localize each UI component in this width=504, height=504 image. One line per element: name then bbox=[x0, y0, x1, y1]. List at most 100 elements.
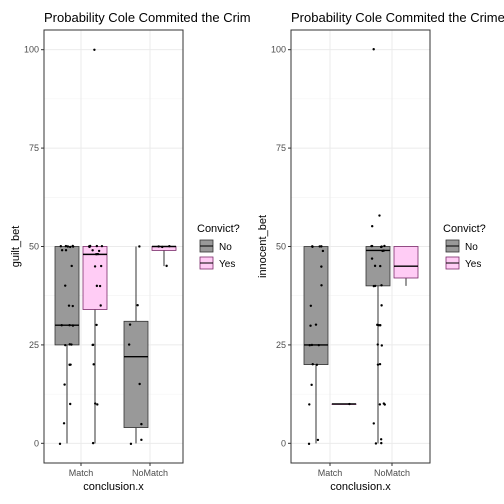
data-point bbox=[308, 403, 311, 406]
data-point bbox=[99, 304, 102, 307]
data-point bbox=[95, 252, 98, 256]
data-point bbox=[379, 245, 383, 249]
data-point bbox=[140, 438, 143, 442]
y-tick-label: 25 bbox=[276, 340, 286, 350]
box-nomatch-yes bbox=[393, 246, 419, 286]
x-axis-label: conclusion.x bbox=[330, 481, 391, 493]
data-point bbox=[379, 264, 382, 268]
data-point bbox=[380, 304, 383, 307]
data-point bbox=[66, 245, 70, 248]
data-point bbox=[370, 257, 374, 260]
data-point bbox=[64, 244, 68, 248]
data-point bbox=[320, 284, 323, 287]
data-point bbox=[370, 244, 374, 248]
box-match-yes bbox=[331, 403, 357, 405]
data-point bbox=[129, 442, 133, 446]
box-body bbox=[303, 246, 329, 365]
y-axis-label: innocent_bet bbox=[257, 215, 269, 278]
data-point bbox=[99, 264, 103, 268]
data-point bbox=[97, 249, 101, 253]
data-point bbox=[140, 422, 143, 426]
legend-title: Convict? bbox=[443, 223, 486, 235]
data-point bbox=[127, 343, 131, 346]
data-point bbox=[311, 245, 314, 248]
data-point bbox=[372, 422, 375, 425]
legend-label-no: No bbox=[465, 242, 478, 253]
data-point bbox=[168, 244, 171, 248]
box-nomatch-no bbox=[365, 246, 391, 444]
x-tick-label: Match bbox=[318, 468, 343, 478]
data-point bbox=[71, 244, 74, 248]
data-point bbox=[67, 304, 71, 307]
data-point bbox=[88, 244, 92, 248]
data-point bbox=[382, 249, 385, 252]
data-point bbox=[100, 244, 104, 248]
data-point bbox=[309, 304, 313, 307]
data-point bbox=[58, 442, 62, 446]
data-point bbox=[372, 48, 375, 51]
x-tick-label: NoMatch bbox=[374, 468, 410, 478]
box-body bbox=[54, 246, 80, 346]
data-point bbox=[380, 284, 383, 287]
data-point bbox=[60, 248, 64, 252]
data-point bbox=[320, 245, 323, 248]
data-point bbox=[309, 324, 312, 327]
chart-title: Probability Cole Commited the Crim bbox=[44, 10, 251, 25]
data-point bbox=[95, 323, 98, 327]
data-point bbox=[93, 48, 96, 51]
data-point bbox=[372, 284, 376, 288]
data-point bbox=[71, 304, 74, 308]
data-point bbox=[315, 363, 319, 367]
data-point bbox=[373, 264, 377, 268]
data-point bbox=[311, 363, 314, 366]
data-point bbox=[64, 343, 67, 347]
legend-label-no: No bbox=[219, 242, 232, 253]
data-point bbox=[138, 382, 141, 386]
data-point bbox=[69, 402, 72, 406]
data-point bbox=[376, 343, 379, 346]
data-point bbox=[92, 363, 95, 366]
box-match-yes bbox=[82, 246, 108, 444]
y-tick-label: 50 bbox=[29, 242, 39, 252]
data-point bbox=[157, 245, 160, 248]
box-match-no bbox=[54, 246, 80, 444]
panel-border bbox=[290, 29, 431, 464]
data-point bbox=[138, 245, 141, 248]
data-point bbox=[379, 438, 383, 441]
data-point bbox=[62, 422, 66, 425]
data-point bbox=[70, 264, 73, 268]
data-point bbox=[378, 214, 381, 217]
data-point bbox=[95, 244, 99, 248]
data-point bbox=[71, 324, 75, 327]
data-point bbox=[68, 323, 71, 327]
data-point bbox=[94, 402, 97, 405]
chart-guilt-bet: 0 25 50 75 100 Match NoMatch Probability Cole C… bbox=[10, 10, 251, 493]
y-tick-label: 25 bbox=[29, 340, 39, 350]
data-point bbox=[69, 245, 72, 249]
box-match-no bbox=[303, 246, 329, 444]
box-nomatch-no bbox=[123, 246, 149, 444]
legend: Convict? No Yes bbox=[443, 223, 486, 270]
data-point bbox=[376, 363, 380, 366]
chart-title: Probability Cole Commited the Crime bbox=[291, 10, 504, 25]
data-point bbox=[91, 343, 94, 347]
x-axis-label: conclusion.x bbox=[83, 481, 144, 493]
data-point bbox=[307, 442, 311, 446]
data-point bbox=[314, 323, 318, 326]
data-point bbox=[316, 438, 320, 442]
y-tick-label: 100 bbox=[24, 45, 39, 55]
data-point bbox=[91, 441, 95, 445]
chart-innocent-bet: 0 25 50 75 100 Match NoMatch Probability Cole C… bbox=[257, 10, 504, 493]
data-point bbox=[382, 402, 386, 405]
data-point bbox=[383, 244, 386, 248]
y-tick-label: 75 bbox=[276, 143, 286, 153]
data-point bbox=[93, 265, 97, 268]
data-point bbox=[64, 248, 68, 252]
data-point bbox=[161, 245, 164, 249]
data-point bbox=[60, 324, 63, 327]
data-point bbox=[380, 441, 383, 445]
data-point bbox=[95, 284, 99, 288]
y-tick-label: 0 bbox=[281, 438, 286, 448]
data-point bbox=[165, 264, 168, 268]
